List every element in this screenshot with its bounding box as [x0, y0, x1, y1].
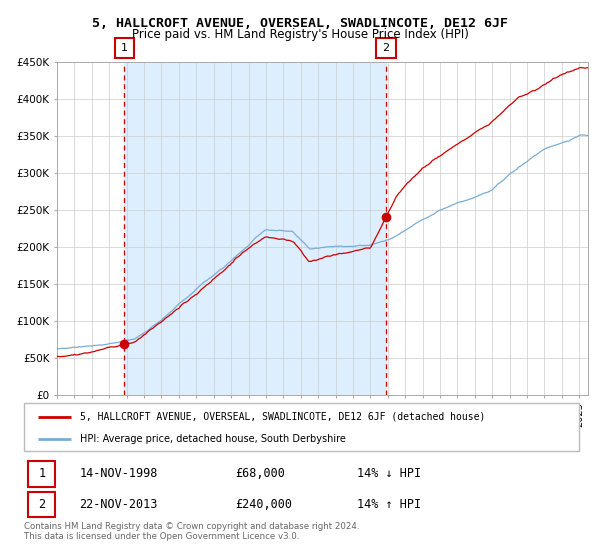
Text: £68,000: £68,000 [235, 467, 285, 480]
Text: Price paid vs. HM Land Registry's House Price Index (HPI): Price paid vs. HM Land Registry's House … [131, 28, 469, 41]
Text: 22-NOV-2013: 22-NOV-2013 [79, 498, 158, 511]
FancyBboxPatch shape [24, 403, 579, 451]
FancyBboxPatch shape [28, 492, 55, 517]
Text: 14-NOV-1998: 14-NOV-1998 [79, 467, 158, 480]
Text: Contains HM Land Registry data © Crown copyright and database right 2024.
This d: Contains HM Land Registry data © Crown c… [24, 522, 359, 542]
FancyBboxPatch shape [115, 38, 134, 58]
Text: 2: 2 [38, 498, 46, 511]
Text: 14% ↑ HPI: 14% ↑ HPI [357, 498, 421, 511]
FancyBboxPatch shape [376, 38, 395, 58]
Text: 1: 1 [121, 43, 128, 53]
Bar [124, 62, 386, 395]
Text: 5, HALLCROFT AVENUE, OVERSEAL, SWADLINCOTE, DE12 6JF (detached house): 5, HALLCROFT AVENUE, OVERSEAL, SWADLINCO… [79, 412, 485, 422]
Text: HPI: Average price, detached house, South Derbyshire: HPI: Average price, detached house, Sout… [79, 434, 346, 444]
Text: 1: 1 [38, 467, 46, 480]
Text: 2: 2 [382, 43, 389, 53]
FancyBboxPatch shape [28, 461, 55, 487]
Text: £240,000: £240,000 [235, 498, 292, 511]
Text: 14% ↓ HPI: 14% ↓ HPI [357, 467, 421, 480]
Text: 5, HALLCROFT AVENUE, OVERSEAL, SWADLINCOTE, DE12 6JF: 5, HALLCROFT AVENUE, OVERSEAL, SWADLINCO… [92, 17, 508, 30]
